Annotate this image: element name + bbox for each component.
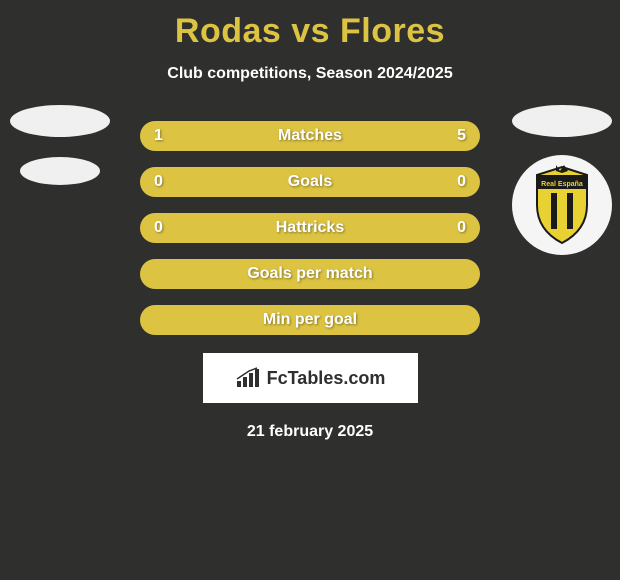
stats-container: 1 Matches 5 0 Goals 0 0 Hattricks 0 Goal… [140,121,480,335]
left-team-badges [10,105,110,185]
stat-right-value: 5 [457,127,466,145]
stat-left-value: 0 [154,173,163,191]
date: 21 february 2025 [0,423,620,441]
stat-label: Min per goal [263,311,357,329]
svg-text:Real España: Real España [541,181,583,188]
watermark-text: FcTables.com [267,368,386,389]
stat-row-hattricks: 0 Hattricks 0 [140,213,480,243]
left-team-oval-1 [10,105,110,137]
stat-label: Matches [278,127,342,145]
stat-row-min-per-goal: Min per goal [140,305,480,335]
stat-row-matches: 1 Matches 5 [140,121,480,151]
right-team-badges: Real España [512,105,612,255]
stat-right-value: 0 [457,219,466,237]
stat-right-value: 0 [457,173,466,191]
stat-label: Hattricks [276,219,344,237]
crest-icon: Real España [527,165,597,245]
subtitle: Club competitions, Season 2024/2025 [0,65,620,83]
left-team-oval-2 [20,157,100,185]
stat-label: Goals per match [247,265,372,283]
stat-label: Goals [288,173,332,191]
right-team-crest: Real España [512,155,612,255]
watermark: FcTables.com [203,353,418,403]
chart-bars-icon [235,367,261,389]
stat-left-value: 1 [154,127,163,145]
stat-row-goals-per-match: Goals per match [140,259,480,289]
page-title: Rodas vs Flores [0,0,620,51]
stat-left-value: 0 [154,219,163,237]
stat-row-goals: 0 Goals 0 [140,167,480,197]
right-team-oval [512,105,612,137]
